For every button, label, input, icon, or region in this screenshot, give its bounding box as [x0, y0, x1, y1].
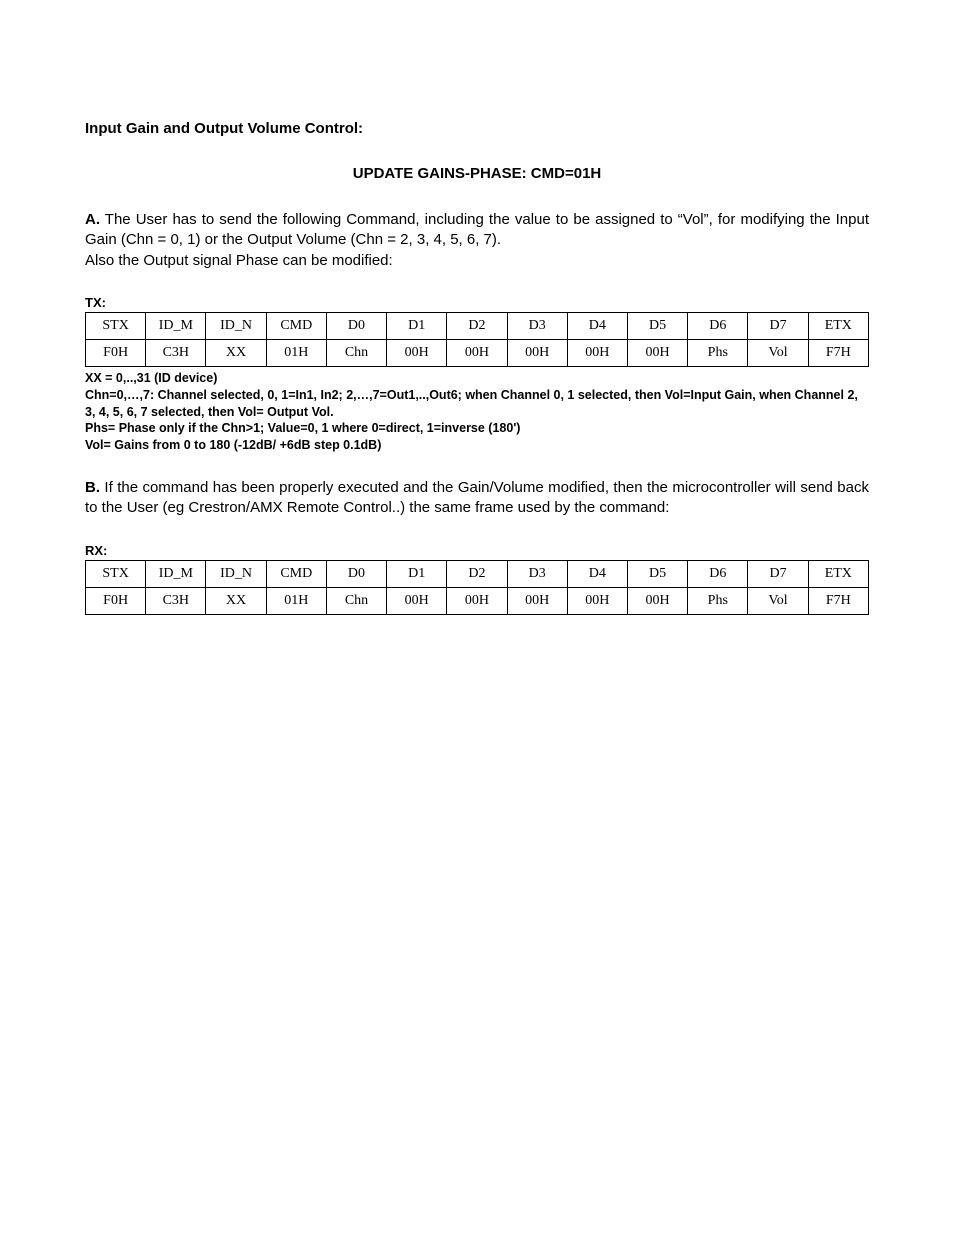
cell: D2 [447, 312, 507, 339]
paragraph-b: B. If the command has been properly exec… [85, 478, 869, 519]
cell: C3H [146, 587, 206, 614]
cell: C3H [146, 339, 206, 366]
cell: 00H [387, 339, 447, 366]
cell: ID_N [206, 312, 266, 339]
tx-table: STX ID_M ID_N CMD D0 D1 D2 D3 D4 D5 D6 D… [85, 312, 869, 367]
cell: D2 [447, 560, 507, 587]
cell: D1 [387, 312, 447, 339]
cell: ID_N [206, 560, 266, 587]
cell: XX [206, 587, 266, 614]
paragraph-a: A. The User has to send the following Co… [85, 210, 869, 271]
cell: D7 [748, 312, 808, 339]
cell: ID_M [146, 560, 206, 587]
table-row: STX ID_M ID_N CMD D0 D1 D2 D3 D4 D5 D6 D… [86, 312, 869, 339]
cell: D1 [387, 560, 447, 587]
cell: 00H [567, 587, 627, 614]
cell: D5 [627, 560, 687, 587]
cell: D4 [567, 560, 627, 587]
cell: F7H [808, 339, 868, 366]
cell: D5 [627, 312, 687, 339]
cell: Chn [326, 339, 386, 366]
cell: D0 [326, 560, 386, 587]
note-line: Chn=0,…,7: Channel selected, 0, 1=In1, I… [85, 388, 858, 419]
command-title: UPDATE GAINS-PHASE: CMD=01H [85, 165, 869, 182]
tx-notes: XX = 0,..,31 (ID device) Chn=0,…,7: Chan… [85, 370, 869, 454]
cell: 00H [627, 339, 687, 366]
cell: D3 [507, 312, 567, 339]
cell: Phs [688, 587, 748, 614]
rx-table: STX ID_M ID_N CMD D0 D1 D2 D3 D4 D5 D6 D… [85, 560, 869, 615]
para-a-lead: A. [85, 211, 100, 228]
page: Input Gain and Output Volume Control: UP… [0, 0, 954, 1235]
cell: 01H [266, 339, 326, 366]
cell: F0H [86, 339, 146, 366]
section-title: Input Gain and Output Volume Control: [85, 120, 869, 137]
cell: F7H [808, 587, 868, 614]
cell: 00H [627, 587, 687, 614]
cell: ID_M [146, 312, 206, 339]
rx-label: RX: [85, 543, 869, 558]
cell: D4 [567, 312, 627, 339]
para-a-line2: Also the Output signal Phase can be modi… [85, 252, 393, 269]
cell: CMD [266, 312, 326, 339]
cell: 00H [507, 339, 567, 366]
cell: 00H [387, 587, 447, 614]
cell: D0 [326, 312, 386, 339]
note-line: Vol= Gains from 0 to 180 (-12dB/ +6dB st… [85, 438, 381, 452]
cell: 01H [266, 587, 326, 614]
cell: Phs [688, 339, 748, 366]
note-line: XX = 0,..,31 (ID device) [85, 371, 217, 385]
cell: F0H [86, 587, 146, 614]
table-row: F0H C3H XX 01H Chn 00H 00H 00H 00H 00H P… [86, 587, 869, 614]
cell: Vol [748, 587, 808, 614]
cell: ETX [808, 560, 868, 587]
cell: D6 [688, 560, 748, 587]
tx-label: TX: [85, 295, 869, 310]
cell: Vol [748, 339, 808, 366]
cell: ETX [808, 312, 868, 339]
table-row: STX ID_M ID_N CMD D0 D1 D2 D3 D4 D5 D6 D… [86, 560, 869, 587]
para-b-body: If the command has been properly execute… [85, 479, 869, 516]
cell: CMD [266, 560, 326, 587]
cell: XX [206, 339, 266, 366]
cell: 00H [507, 587, 567, 614]
cell: Chn [326, 587, 386, 614]
cell: 00H [447, 339, 507, 366]
cell: STX [86, 312, 146, 339]
note-line: Phs= Phase only if the Chn>1; Value=0, 1… [85, 421, 520, 435]
para-a-body: The User has to send the following Comma… [85, 211, 869, 248]
cell: D7 [748, 560, 808, 587]
cell: D3 [507, 560, 567, 587]
cell: D6 [688, 312, 748, 339]
table-row: F0H C3H XX 01H Chn 00H 00H 00H 00H 00H P… [86, 339, 869, 366]
cell: STX [86, 560, 146, 587]
cell: 00H [447, 587, 507, 614]
para-b-lead: B. [85, 479, 100, 496]
cell: 00H [567, 339, 627, 366]
